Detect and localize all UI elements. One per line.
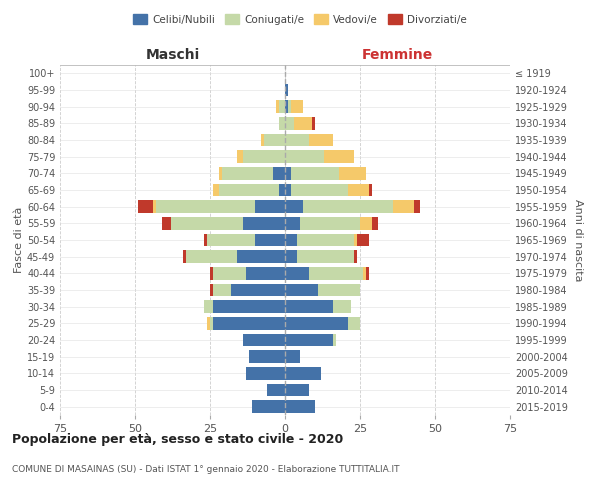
Bar <box>285 184 291 196</box>
Bar <box>372 217 378 230</box>
Bar <box>249 350 285 363</box>
Text: Femmine: Femmine <box>362 48 433 62</box>
Bar <box>285 250 297 263</box>
Bar <box>291 184 348 196</box>
Bar <box>288 100 291 113</box>
Bar <box>333 300 351 313</box>
Bar <box>309 267 363 280</box>
Bar <box>246 267 285 280</box>
Bar <box>297 234 354 246</box>
Bar <box>285 284 318 296</box>
Text: Maschi: Maschi <box>145 48 200 62</box>
Bar <box>255 200 285 213</box>
Legend: Celibi/Nubili, Coniugati/e, Vedovi/e, Divorziati/e: Celibi/Nubili, Coniugati/e, Vedovi/e, Di… <box>129 10 471 29</box>
Bar <box>285 300 333 313</box>
Bar <box>393 200 414 213</box>
Bar <box>279 100 285 113</box>
Bar <box>285 367 321 380</box>
Bar <box>210 284 213 296</box>
Bar <box>267 384 285 396</box>
Bar <box>210 317 213 330</box>
Bar <box>297 250 354 263</box>
Bar <box>363 267 366 280</box>
Bar <box>237 150 243 163</box>
Text: COMUNE DI MASAINAS (SU) - Dati ISTAT 1° gennaio 2020 - Elaborazione TUTTITALIA.I: COMUNE DI MASAINAS (SU) - Dati ISTAT 1° … <box>12 466 400 474</box>
Bar <box>243 150 285 163</box>
Bar <box>339 167 366 179</box>
Bar <box>264 134 285 146</box>
Bar <box>156 200 255 213</box>
Bar <box>219 167 222 179</box>
Bar <box>162 217 171 230</box>
Bar <box>285 117 294 130</box>
Bar <box>213 184 219 196</box>
Bar <box>213 284 231 296</box>
Bar <box>153 200 156 213</box>
Bar <box>360 217 372 230</box>
Bar <box>285 150 324 163</box>
Bar <box>273 167 285 179</box>
Bar <box>309 134 333 146</box>
Text: Popolazione per età, sesso e stato civile - 2020: Popolazione per età, sesso e stato civil… <box>12 432 343 446</box>
Bar <box>285 200 303 213</box>
Bar <box>213 267 246 280</box>
Bar <box>312 117 315 130</box>
Bar <box>210 267 213 280</box>
Bar <box>246 367 285 380</box>
Bar <box>171 217 243 230</box>
Bar <box>222 167 273 179</box>
Bar <box>279 117 285 130</box>
Bar <box>186 250 237 263</box>
Y-axis label: Anni di nascita: Anni di nascita <box>573 198 583 281</box>
Bar <box>285 267 309 280</box>
Bar <box>294 117 312 130</box>
Bar <box>285 350 300 363</box>
Bar <box>354 250 357 263</box>
Bar <box>285 167 291 179</box>
Bar <box>243 217 285 230</box>
Bar <box>285 234 297 246</box>
Bar <box>261 134 264 146</box>
Bar <box>285 217 300 230</box>
Bar <box>348 317 360 330</box>
Bar <box>318 284 360 296</box>
Bar <box>285 334 333 346</box>
Bar <box>300 217 360 230</box>
Bar <box>252 400 285 413</box>
Bar <box>237 250 285 263</box>
Bar <box>414 200 420 213</box>
Bar <box>291 100 303 113</box>
Bar <box>285 134 309 146</box>
Bar <box>366 267 369 280</box>
Bar <box>207 317 210 330</box>
Bar <box>285 84 288 96</box>
Bar <box>183 250 186 263</box>
Bar <box>207 234 255 246</box>
Bar <box>243 334 285 346</box>
Bar <box>213 300 285 313</box>
Bar <box>276 100 279 113</box>
Bar <box>279 184 285 196</box>
Bar <box>285 384 309 396</box>
Bar <box>333 334 336 346</box>
Bar <box>255 234 285 246</box>
Bar <box>204 300 213 313</box>
Bar <box>303 200 393 213</box>
Bar <box>285 100 288 113</box>
Bar <box>354 234 357 246</box>
Bar <box>291 167 339 179</box>
Bar <box>357 234 369 246</box>
Bar <box>213 317 285 330</box>
Bar <box>348 184 369 196</box>
Bar <box>285 400 315 413</box>
Bar <box>369 184 372 196</box>
Bar <box>324 150 354 163</box>
Bar <box>138 200 153 213</box>
Bar <box>219 184 279 196</box>
Bar <box>285 317 348 330</box>
Y-axis label: Fasce di età: Fasce di età <box>14 207 24 273</box>
Bar <box>204 234 207 246</box>
Bar <box>231 284 285 296</box>
